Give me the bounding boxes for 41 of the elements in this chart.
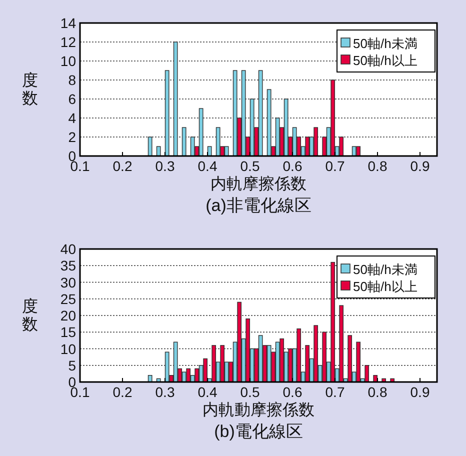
y-tick-label: 2 [68, 129, 76, 145]
y-tick-label: 8 [68, 72, 76, 88]
y-tick-label: 20 [60, 308, 76, 324]
y-tick-label: 14 [60, 15, 76, 31]
x-tick-label: 0.7 [325, 384, 345, 400]
x-tick-label: 0.4 [198, 384, 218, 400]
legend-label: 50軸/h未満 [353, 262, 418, 277]
y-tick-label: 6 [68, 91, 76, 107]
x-tick-label: 0.8 [368, 158, 388, 174]
x-axis-title: 内軌動摩擦係数 [202, 401, 314, 419]
legend-label: 50軸/h未満 [353, 36, 418, 51]
x-tick-label: 0.5 [240, 384, 260, 400]
y-tick-label: 12 [60, 34, 76, 50]
x-tick-label: 0.2 [112, 384, 132, 400]
y-tick-label: 4 [68, 110, 76, 126]
y-tick-label: 25 [60, 290, 76, 307]
text: (a)非電化線区 [206, 196, 312, 215]
x-tick-label: 0.3 [155, 158, 175, 174]
y-tick-label: 5 [68, 357, 76, 374]
y-tick-label: 10 [60, 340, 76, 357]
x-tick-label: 0.6 [282, 158, 302, 174]
x-tick-label: 0.7 [325, 158, 345, 174]
x-tick-label: 0.8 [368, 384, 388, 400]
legend-label: 50軸/h以上 [353, 279, 418, 294]
x-tick-label: 0.4 [198, 158, 218, 174]
y-tick-label: 40 [60, 241, 76, 257]
legend-label: 50軸/h以上 [353, 53, 418, 68]
x-axis-title: 内軌摩擦係数 [210, 175, 306, 193]
y-axis-title: 度数 [22, 72, 38, 108]
x-tick-label: 0.9 [410, 384, 430, 400]
x-tick-label: 0.5 [240, 158, 260, 174]
y-tick-label: 35 [60, 258, 76, 274]
x-tick-label: 0.2 [112, 158, 132, 174]
x-tick-label: 0.3 [155, 384, 175, 400]
y-tick-label: 10 [60, 53, 76, 69]
x-tick-label: 0.6 [282, 384, 302, 400]
y-tick-label: 30 [60, 274, 76, 290]
x-tick-label: 0.9 [410, 158, 430, 174]
y-axis-title: 度数 [22, 298, 38, 334]
y-tick-label: 15 [60, 324, 76, 340]
text: (b)電化線区 [214, 422, 303, 441]
